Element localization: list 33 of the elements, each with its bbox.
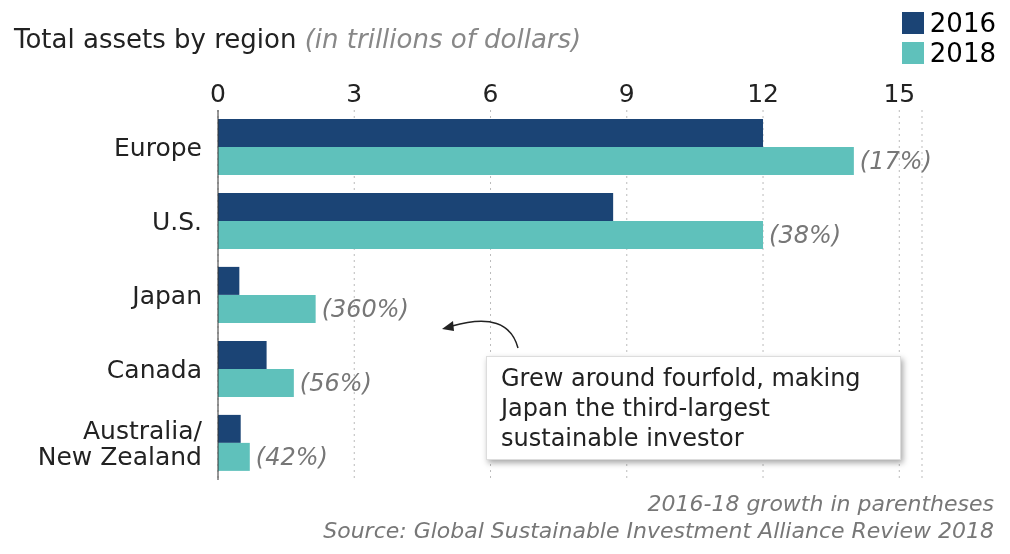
chart-title: Total assets by region [14,24,297,54]
bar [218,146,854,175]
annotation: (42%) [255,442,328,471]
bar [218,368,294,397]
bar [218,414,241,443]
bar [218,294,316,323]
annotation: Grew around fourfold, making Japan the third-largest sustainable investor [486,356,901,460]
x-tick-label: 0 [210,79,226,108]
bar [218,220,764,249]
bar [218,442,250,471]
bar [218,266,240,295]
bar [218,118,764,147]
x-tick-label: 9 [618,79,635,108]
annotation: (17%) [859,146,932,175]
x-tick-label: 15 [883,79,916,108]
chart-subtitle: (in trillions of dollars) [304,24,582,54]
legend-label: 2016 [929,8,996,38]
annotation: (360%) [321,294,409,323]
y-tick-label: Europe [114,132,202,162]
annotation: (38%) [769,220,842,249]
source-note: Source: Global Sustainable Investment Alliance Review 2018 [323,517,994,544]
y-tick-label: Canada [106,354,202,384]
x-tick-label: 6 [482,79,499,108]
x-tick-label: 3 [346,79,363,108]
bar [218,192,614,221]
x-tick-label: 12 [747,79,779,108]
bar [218,340,267,369]
annotation: (56%) [299,368,372,397]
legend-label: 2018 [929,38,996,68]
y-tick-label: Japan [130,280,202,310]
y-tick-label: U.S. [151,206,202,236]
y-tick-label: Australia/ New Zealand [37,415,203,471]
text: 2016-18 growth in parentheses [646,490,994,517]
